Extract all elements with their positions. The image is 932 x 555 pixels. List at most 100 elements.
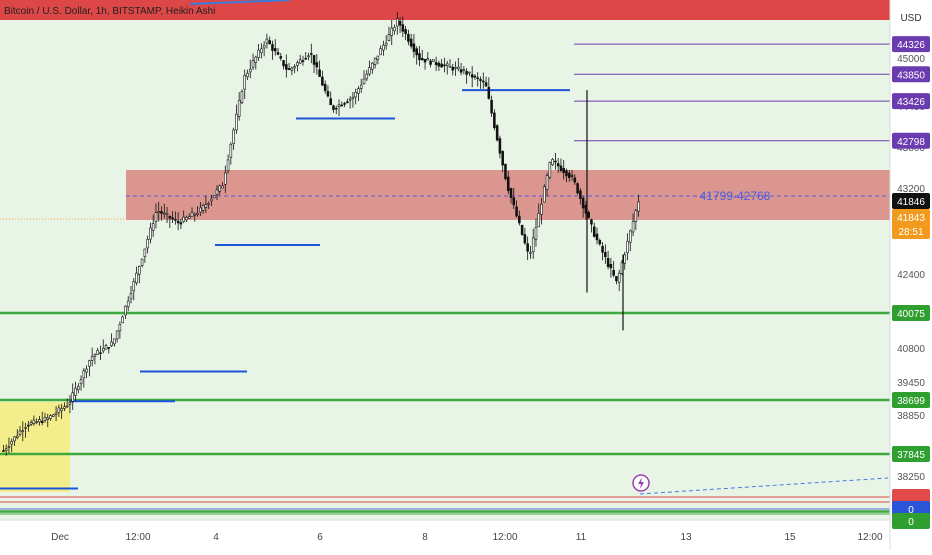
time-tick-label: 12:00 <box>492 532 517 543</box>
candle-body <box>290 67 294 71</box>
time-axis-bg <box>0 520 890 550</box>
candle-body <box>27 424 30 427</box>
candle-body <box>254 56 258 63</box>
countdown-badge[interactable] <box>892 223 930 239</box>
candle-body <box>387 34 391 41</box>
candle-body <box>293 66 296 69</box>
candle-body <box>207 202 210 205</box>
candle-body <box>440 63 443 68</box>
candle-body <box>470 74 474 78</box>
candle-body <box>104 345 108 350</box>
candle-body <box>398 20 402 26</box>
candle-body <box>212 195 216 198</box>
candle-body <box>115 330 119 340</box>
candle-body <box>554 160 557 163</box>
purple-level-badge[interactable] <box>892 93 930 110</box>
candle-body <box>304 57 308 60</box>
green-level-badge[interactable] <box>892 392 930 409</box>
candle-body <box>163 212 166 215</box>
candle-body <box>7 446 11 448</box>
candle-body <box>15 435 19 439</box>
candle-body <box>90 356 94 361</box>
candle-body <box>573 177 577 183</box>
bottom-green-badge[interactable] <box>892 513 930 529</box>
candle-body <box>165 213 169 215</box>
candle-body <box>609 264 613 269</box>
time-tick-label: 12:00 <box>125 532 150 543</box>
candle-body <box>71 392 75 402</box>
candle-body <box>379 48 382 56</box>
candle-body <box>315 62 319 68</box>
candle-body <box>210 198 213 202</box>
candle-body <box>443 64 446 67</box>
candle-body <box>465 71 468 75</box>
candle-body <box>434 62 438 66</box>
candle-body <box>215 189 219 195</box>
candle-body <box>445 63 449 66</box>
candle-body <box>110 341 113 346</box>
candle-body <box>459 69 463 73</box>
green-level-badge-label: 40075 <box>897 309 925 320</box>
candle-body <box>240 91 244 104</box>
candle-body <box>590 219 593 225</box>
last-close-badge[interactable] <box>892 209 930 225</box>
candle-body <box>340 104 344 107</box>
candle-body <box>13 436 16 442</box>
candle-body <box>187 216 191 219</box>
purple-level-badge-label: 44326 <box>897 40 925 51</box>
symbol-title[interactable]: Bitcoin / U.S. Dollar, 1h, BITSTAMP, Hei… <box>4 6 215 17</box>
candle-body <box>243 75 246 90</box>
candle-body <box>268 40 271 45</box>
candle-body <box>454 67 457 69</box>
candle-body <box>85 368 88 373</box>
candle-body <box>473 75 477 78</box>
candle-body <box>52 414 55 417</box>
candle-body <box>468 71 471 74</box>
green-level-badge[interactable] <box>892 305 930 321</box>
current-price-badge[interactable] <box>892 193 930 209</box>
candle-body <box>298 59 302 64</box>
purple-level-badge[interactable] <box>892 132 930 149</box>
candle-body <box>282 60 285 67</box>
candle-body <box>362 78 366 84</box>
candle-body <box>160 211 163 214</box>
purple-level-badge[interactable] <box>892 36 930 53</box>
lightning-icon <box>638 477 644 489</box>
candles <box>2 11 640 456</box>
candle-body <box>232 129 235 144</box>
candle-body <box>101 347 105 352</box>
candle-body <box>38 419 41 423</box>
candle-body <box>493 112 496 129</box>
candle-body <box>132 281 136 292</box>
time-tick-label: 15 <box>784 532 796 543</box>
candle-body <box>265 38 269 44</box>
candle-body <box>262 44 266 49</box>
time-tick-label: 8 <box>422 532 428 543</box>
candle-body <box>409 38 413 47</box>
candle-body <box>354 91 357 98</box>
candle-body <box>74 387 77 396</box>
candle-body <box>373 57 377 65</box>
candle-body <box>543 186 546 203</box>
green-level-badge[interactable] <box>892 446 930 463</box>
candle-body <box>29 422 33 425</box>
candle-body <box>396 18 399 27</box>
candle-body <box>235 113 238 131</box>
candle-body <box>107 347 111 349</box>
price-tick-label: 38250 <box>897 472 925 483</box>
candle-body <box>318 69 321 77</box>
candle-body <box>96 350 99 355</box>
candle-body <box>63 406 66 409</box>
candle-body <box>476 77 479 80</box>
candle-body <box>88 360 91 367</box>
candle-body <box>4 448 8 451</box>
candle-body <box>506 176 510 192</box>
candle-body <box>332 105 335 110</box>
purple-level-badge[interactable] <box>892 66 930 83</box>
green-level-badge-label: 37845 <box>897 450 925 461</box>
currency-label[interactable]: USD <box>900 13 921 24</box>
candle-body <box>540 204 543 215</box>
title-bar <box>0 0 290 20</box>
